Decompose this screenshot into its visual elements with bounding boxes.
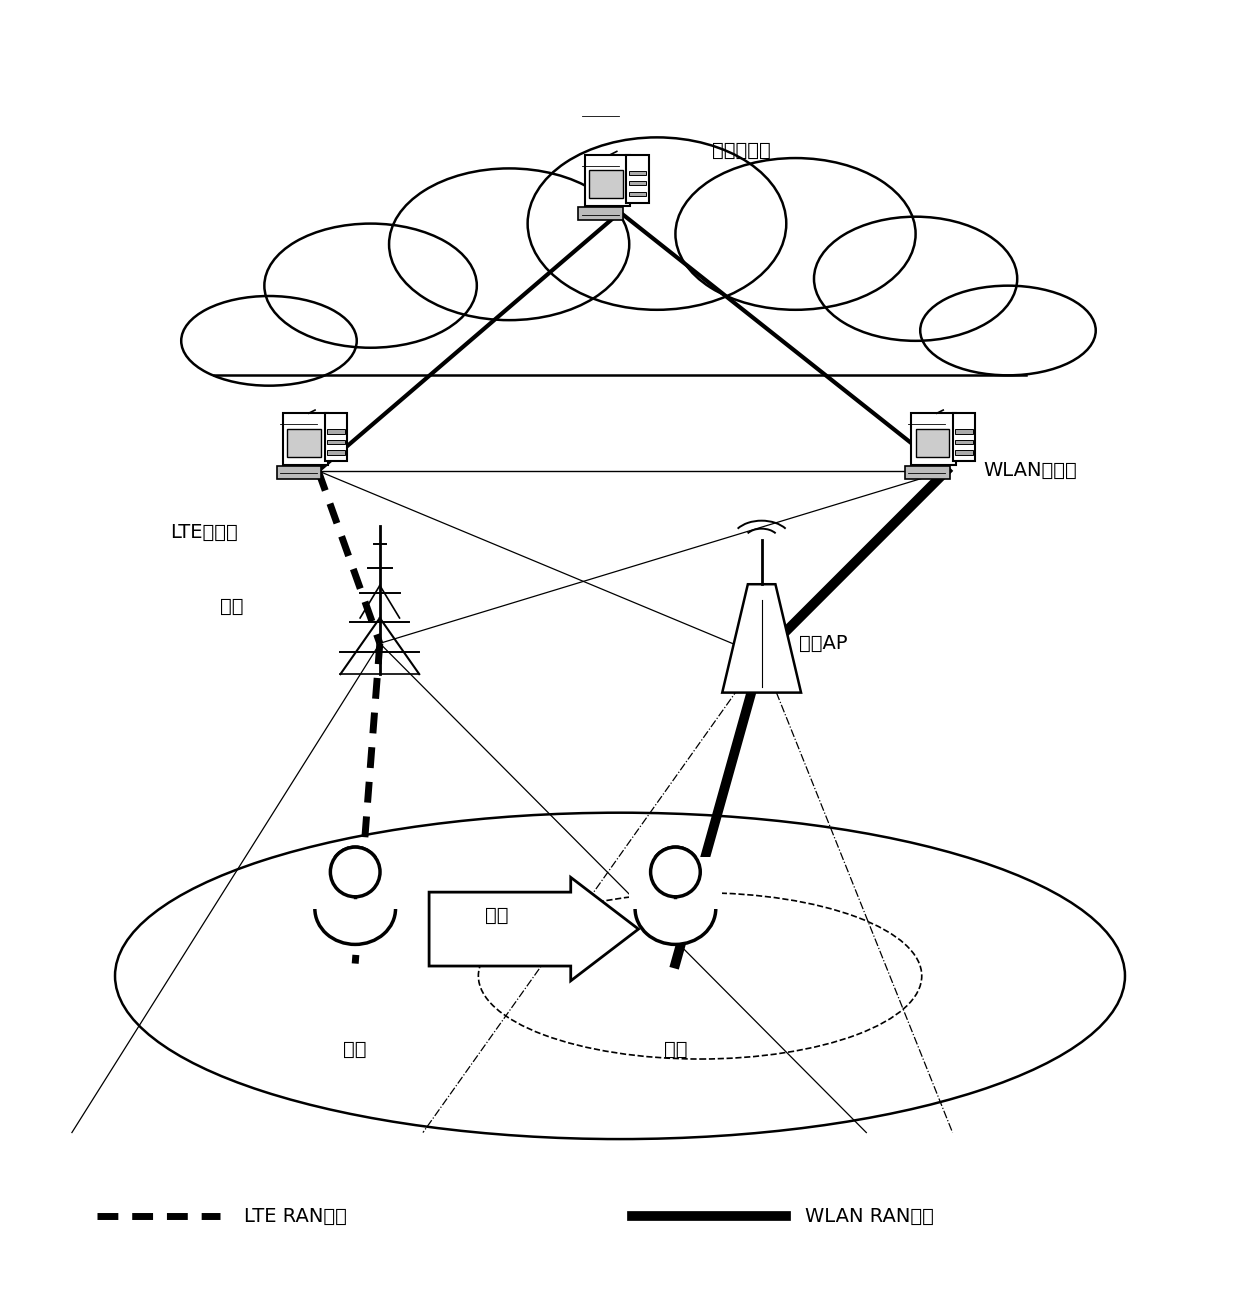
Circle shape (330, 847, 379, 896)
Bar (955, 429, 972, 434)
Circle shape (330, 847, 379, 896)
Polygon shape (429, 877, 639, 981)
Ellipse shape (315, 873, 396, 944)
Text: 基站: 基站 (219, 598, 243, 616)
Bar (309, 856, 402, 909)
Text: LTE RAN切片: LTE RAN切片 (244, 1207, 347, 1225)
Polygon shape (277, 466, 321, 478)
Bar (327, 439, 345, 444)
Ellipse shape (181, 296, 357, 386)
Polygon shape (722, 585, 801, 692)
Text: WLAN RAN切片: WLAN RAN切片 (805, 1207, 934, 1225)
Bar (327, 451, 345, 455)
Bar (629, 181, 646, 186)
Circle shape (651, 847, 701, 896)
Bar (915, 429, 950, 457)
Bar (288, 429, 321, 457)
Bar (626, 155, 649, 203)
Text: LTE控制器: LTE控制器 (170, 523, 238, 542)
Polygon shape (578, 207, 624, 220)
Bar (589, 170, 622, 199)
Text: 中心控制器: 中心控制器 (712, 142, 771, 160)
Bar (955, 439, 972, 444)
Text: WLAN控制器: WLAN控制器 (983, 461, 1078, 481)
Text: 用户: 用户 (343, 1040, 367, 1059)
Bar (911, 413, 956, 465)
Bar (629, 192, 646, 196)
Bar (629, 170, 646, 175)
Bar (955, 451, 972, 455)
Bar (952, 413, 975, 461)
Bar (585, 155, 630, 205)
Text: 虚拟AP: 虚拟AP (799, 634, 847, 653)
Ellipse shape (920, 286, 1096, 375)
Ellipse shape (635, 873, 715, 944)
Bar (327, 429, 345, 434)
Ellipse shape (264, 223, 477, 348)
Circle shape (651, 847, 701, 896)
Ellipse shape (813, 217, 1017, 340)
Ellipse shape (528, 138, 786, 309)
Ellipse shape (389, 169, 629, 320)
Bar (283, 413, 327, 465)
Polygon shape (905, 466, 950, 478)
Ellipse shape (676, 158, 915, 309)
Bar (630, 856, 722, 909)
Text: 移动: 移动 (485, 907, 508, 925)
Text: 用户: 用户 (663, 1040, 687, 1059)
Bar (213, 334, 1027, 409)
Bar (325, 413, 347, 461)
